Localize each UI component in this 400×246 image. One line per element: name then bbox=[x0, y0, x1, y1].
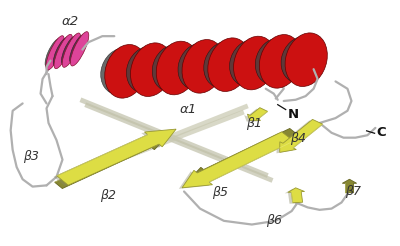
Ellipse shape bbox=[62, 33, 80, 67]
Ellipse shape bbox=[230, 39, 272, 87]
Ellipse shape bbox=[101, 48, 143, 95]
Ellipse shape bbox=[53, 37, 70, 66]
Ellipse shape bbox=[281, 36, 323, 83]
Ellipse shape bbox=[105, 45, 147, 98]
Text: β7: β7 bbox=[346, 185, 362, 198]
Polygon shape bbox=[182, 132, 294, 188]
Ellipse shape bbox=[152, 45, 194, 92]
Polygon shape bbox=[342, 179, 357, 193]
Ellipse shape bbox=[259, 35, 302, 88]
Ellipse shape bbox=[208, 38, 250, 92]
Ellipse shape bbox=[62, 36, 78, 65]
Polygon shape bbox=[276, 120, 320, 153]
Polygon shape bbox=[280, 119, 323, 152]
Polygon shape bbox=[248, 108, 268, 121]
Text: β4: β4 bbox=[290, 132, 306, 145]
Text: β5: β5 bbox=[212, 186, 228, 199]
Ellipse shape bbox=[45, 38, 62, 67]
Ellipse shape bbox=[255, 38, 297, 85]
Text: β3: β3 bbox=[22, 150, 38, 163]
Text: β2: β2 bbox=[100, 189, 116, 202]
Ellipse shape bbox=[204, 41, 246, 88]
Polygon shape bbox=[288, 188, 304, 203]
Text: N: N bbox=[288, 108, 299, 121]
Text: β1: β1 bbox=[246, 117, 262, 129]
Ellipse shape bbox=[70, 34, 86, 63]
Polygon shape bbox=[54, 130, 173, 186]
Ellipse shape bbox=[234, 36, 276, 90]
Ellipse shape bbox=[126, 46, 168, 93]
Polygon shape bbox=[186, 128, 298, 183]
Ellipse shape bbox=[178, 43, 220, 90]
Text: β6: β6 bbox=[266, 214, 282, 227]
Polygon shape bbox=[244, 109, 264, 122]
Ellipse shape bbox=[156, 41, 198, 95]
Polygon shape bbox=[55, 134, 170, 188]
Polygon shape bbox=[285, 189, 301, 204]
Ellipse shape bbox=[182, 40, 224, 93]
Ellipse shape bbox=[130, 43, 173, 96]
Text: α1: α1 bbox=[180, 103, 197, 116]
Ellipse shape bbox=[70, 32, 89, 66]
Text: C: C bbox=[376, 126, 386, 139]
Polygon shape bbox=[57, 129, 176, 185]
Ellipse shape bbox=[285, 33, 327, 87]
Ellipse shape bbox=[54, 34, 72, 69]
Text: α2: α2 bbox=[62, 15, 79, 28]
Polygon shape bbox=[179, 133, 290, 189]
Ellipse shape bbox=[46, 36, 64, 70]
